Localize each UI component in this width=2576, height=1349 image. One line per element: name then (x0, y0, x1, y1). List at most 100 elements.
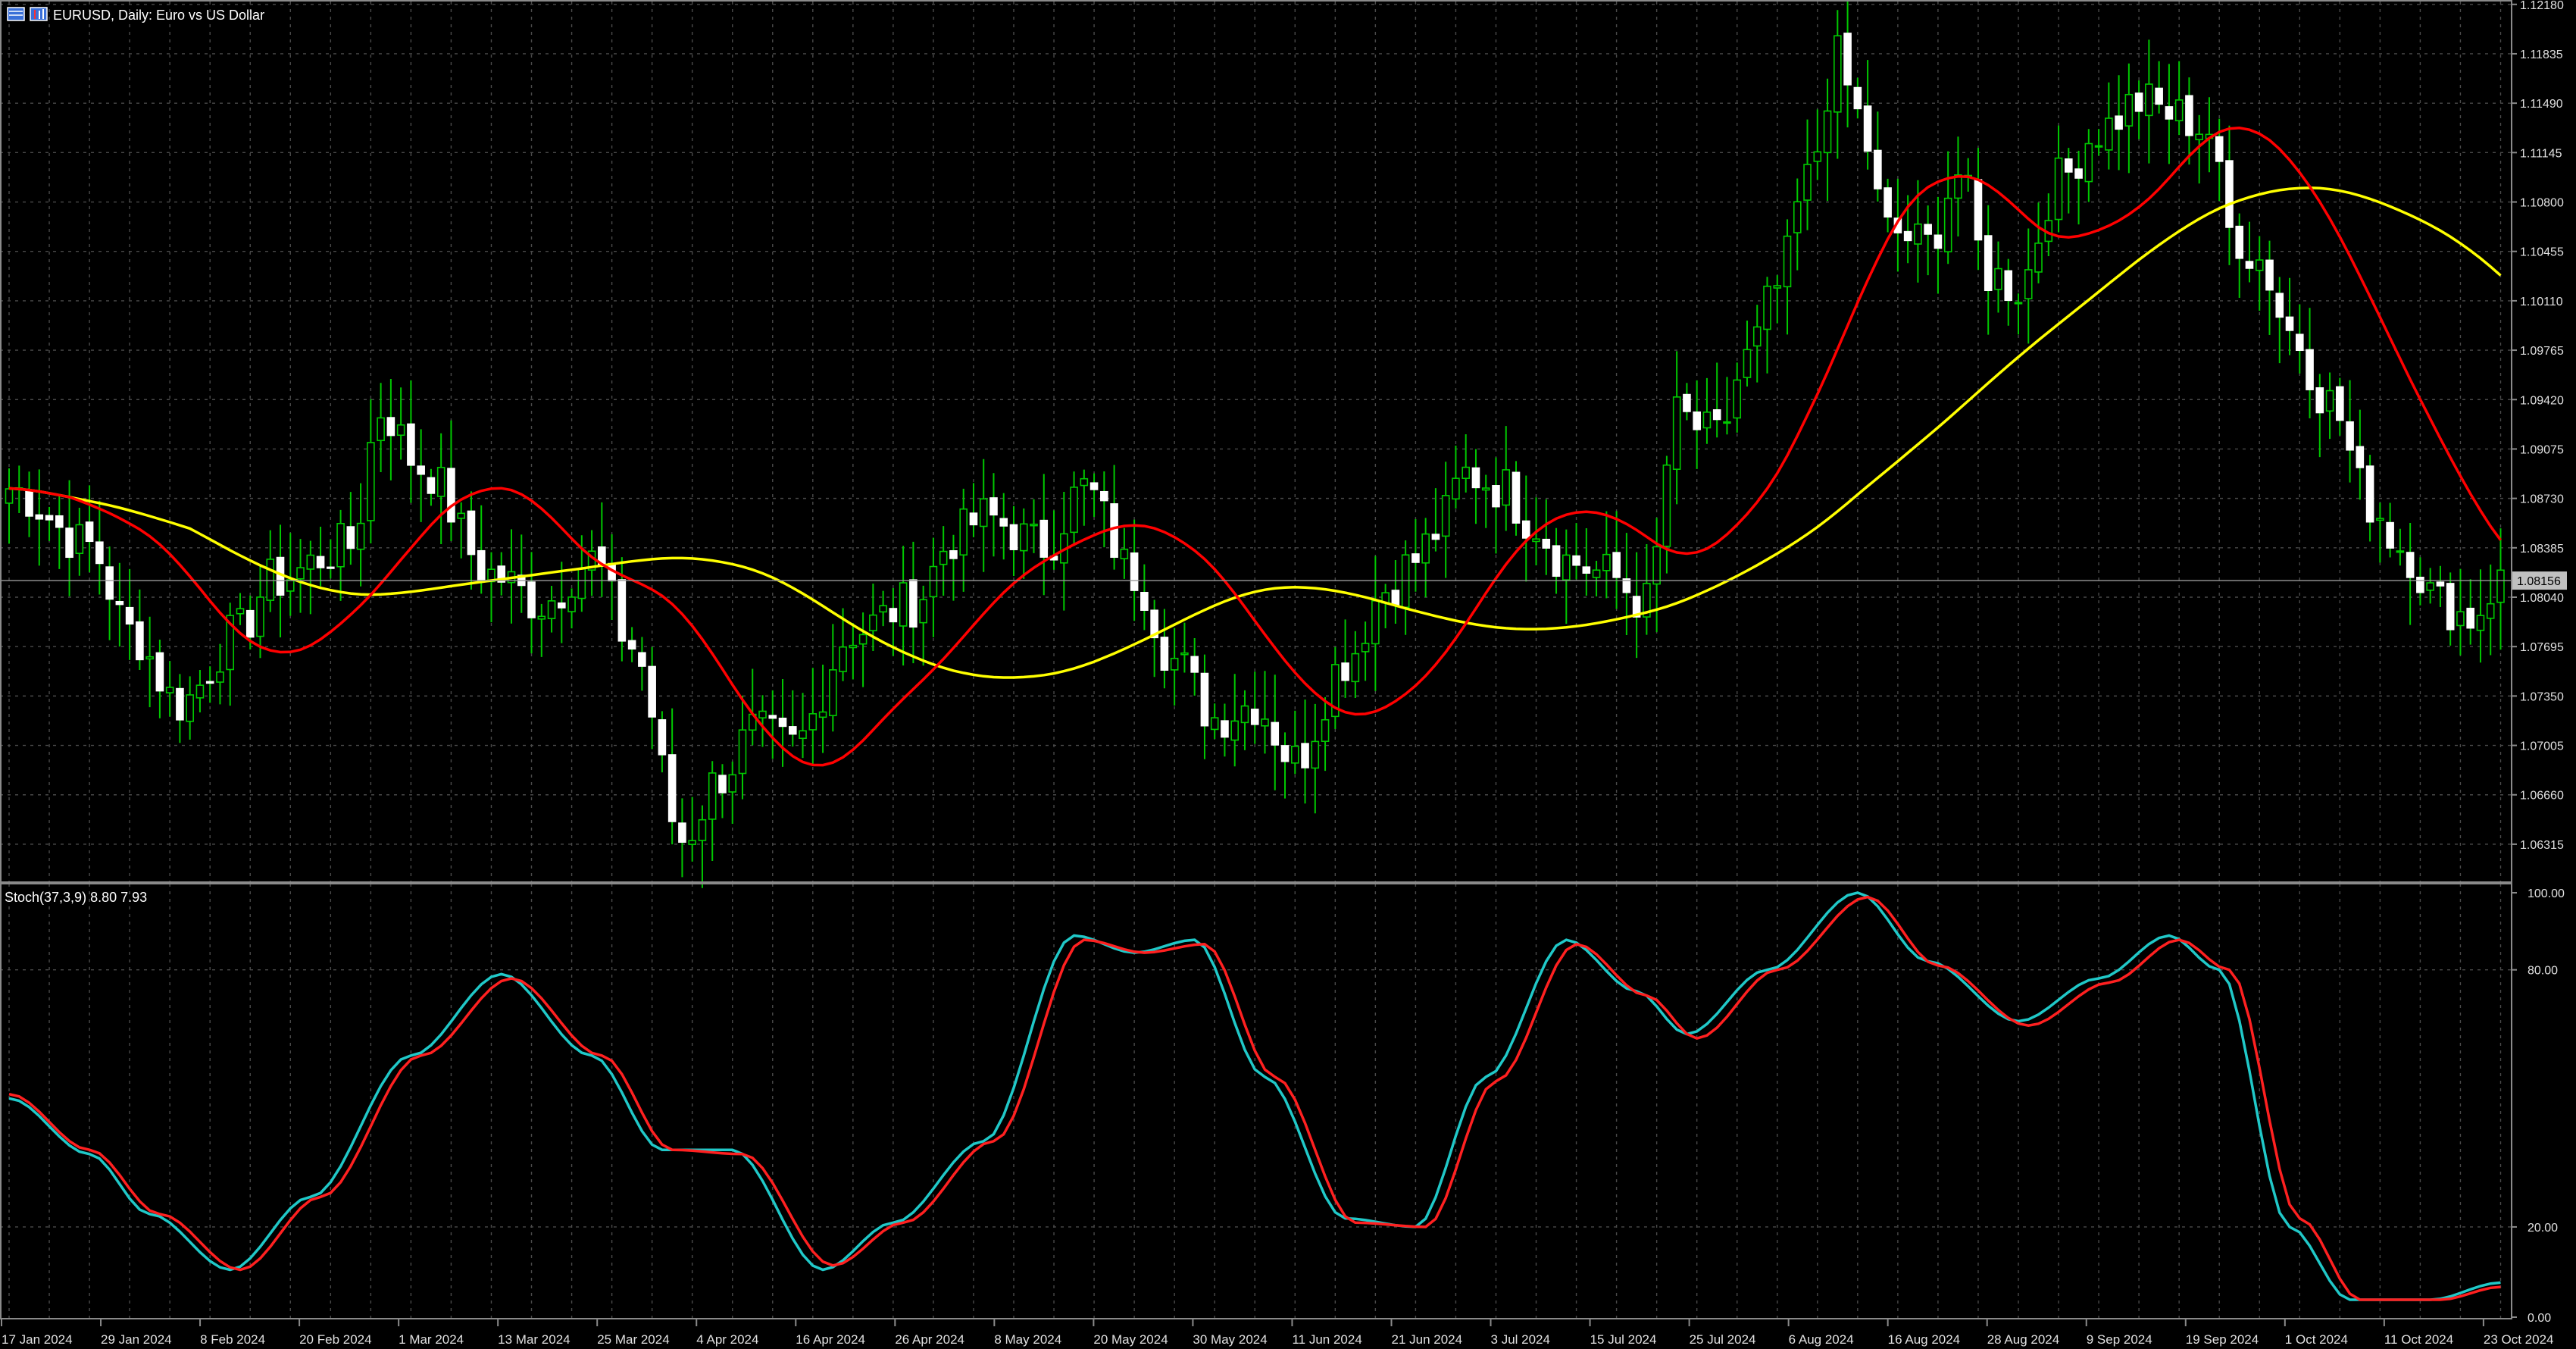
candle (1763, 277, 1771, 374)
candle (2094, 129, 2103, 156)
candle (346, 492, 355, 565)
candle (1140, 564, 1149, 631)
candle (1150, 599, 1158, 678)
candle (537, 603, 546, 657)
candle (1039, 474, 1049, 596)
candle (2145, 39, 2153, 164)
chart-window-icon[interactable] (7, 7, 25, 21)
candle (396, 387, 405, 460)
candle (758, 695, 767, 747)
candle (1773, 275, 1782, 324)
candle (35, 469, 44, 566)
candle (1250, 671, 1259, 744)
current-price-label: 1.08156 (2517, 575, 2561, 588)
candle (1190, 637, 1199, 696)
candle (738, 695, 747, 800)
candle (969, 483, 978, 537)
price-tick-label: 1.11145 (2520, 147, 2562, 160)
candle (1743, 321, 1752, 387)
candle (949, 534, 958, 601)
candle (1210, 703, 1219, 740)
candle (1834, 10, 1842, 159)
date-tick-label: 1 Oct 2024 (2285, 1332, 2348, 1347)
candle (1230, 674, 1240, 767)
candle (1652, 518, 1661, 633)
candle (2325, 372, 2334, 440)
candle (2476, 569, 2485, 663)
candle (1662, 455, 1671, 574)
price-tick-label: 1.10455 (2520, 246, 2564, 259)
candle (1411, 518, 1420, 592)
candle (929, 537, 938, 637)
candle (1502, 426, 1511, 531)
candle (1160, 609, 1169, 689)
candle (436, 433, 445, 545)
price-tick-label: 1.11490 (2520, 98, 2563, 111)
stochastic-lines (8, 891, 2501, 1301)
candle (889, 587, 898, 656)
candle (1030, 499, 1038, 553)
price-tick-label: 1.12180 (2520, 0, 2564, 12)
slow-moving-average-line (8, 186, 2502, 679)
date-tick-label: 26 Apr 2024 (895, 1332, 964, 1347)
date-tick-label: 8 Feb 2024 (200, 1332, 265, 1347)
candle (939, 526, 948, 596)
candle (65, 480, 73, 596)
candle (1712, 362, 1721, 438)
candle (145, 616, 154, 708)
fast-moving-average-line (8, 127, 2502, 767)
candle (979, 459, 988, 572)
candle (2235, 213, 2244, 299)
candle (1924, 205, 1932, 276)
candle (1471, 449, 1480, 524)
date-tick-label: 6 Aug 2024 (1789, 1332, 1854, 1347)
candle (75, 508, 84, 576)
candle (1793, 178, 1802, 271)
candle (2306, 308, 2314, 418)
stoch-axis: 100.00 80.00 20.00 0.00 (2511, 887, 2565, 1325)
bar-chart-icon[interactable] (30, 7, 48, 21)
candle (2225, 125, 2234, 265)
candle (1823, 78, 1832, 202)
candle (286, 533, 295, 616)
candle (1943, 151, 1952, 264)
candle (2054, 125, 2063, 233)
price-tick-label: 1.09420 (2520, 394, 2564, 407)
candle (1009, 505, 1018, 577)
candle (1261, 671, 1269, 754)
date-tick-label: 25 Mar 2024 (597, 1332, 669, 1347)
candle (557, 562, 566, 643)
candle (2275, 277, 2284, 364)
candle (2134, 80, 2143, 139)
candle (768, 690, 777, 759)
date-tick-label: 25 Jul 2024 (1690, 1332, 1756, 1347)
candle (638, 637, 646, 691)
candle (457, 502, 466, 559)
date-tick-label: 9 Sep 2024 (2087, 1332, 2152, 1347)
candle (115, 562, 124, 647)
candle (1752, 305, 1762, 383)
candle (2315, 374, 2324, 458)
candle (2426, 568, 2434, 604)
candle (728, 761, 737, 824)
date-tick-label: 21 Jun 2024 (1391, 1332, 1462, 1347)
candle (2174, 61, 2184, 136)
candle (186, 676, 194, 740)
candle (2486, 564, 2495, 656)
stoch-tick-label: 20.00 (2528, 1222, 2558, 1235)
candle (2165, 64, 2174, 164)
candle (1592, 560, 1601, 596)
candle (55, 494, 64, 569)
candle (1080, 469, 1089, 526)
date-tick-label: 28 Aug 2024 (1987, 1332, 2059, 1347)
candle (688, 797, 696, 862)
price-tick-label: 1.10110 (2520, 296, 2563, 308)
date-tick-label: 4 Apr 2024 (696, 1332, 758, 1347)
date-tick-label: 15 Jul 2024 (1590, 1332, 1657, 1347)
candle (1572, 523, 1580, 580)
candle (316, 526, 325, 587)
candle (1200, 654, 1209, 759)
candle (1552, 527, 1561, 594)
candle (2074, 150, 2083, 225)
candle (1733, 362, 1742, 433)
